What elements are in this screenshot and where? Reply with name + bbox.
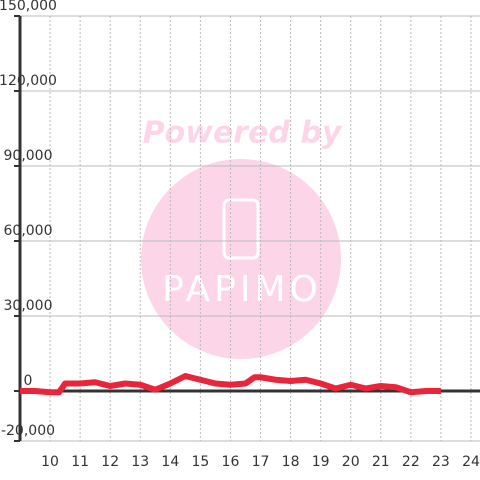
watermark-text: Powered by: [143, 116, 343, 151]
y-tick-label: 30,000: [4, 298, 53, 314]
x-tick-label: 23: [432, 454, 450, 470]
x-tick-label: 17: [252, 454, 270, 470]
x-tick-label: 24: [462, 454, 480, 470]
y-tick-label: 150,000: [0, 0, 57, 14]
x-tick-label: 16: [222, 454, 240, 470]
x-tick-label: 10: [41, 454, 59, 470]
watermark-logo: PAPIMO: [162, 269, 322, 310]
y-tick-label: -20,000: [1, 423, 55, 439]
watermark-icon: [222, 198, 260, 260]
x-tick-label: 12: [101, 454, 119, 470]
x-tick-label: 11: [71, 454, 89, 470]
y-tick-label: 60,000: [4, 223, 53, 239]
x-tick-label: 13: [131, 454, 149, 470]
y-tick-label: 90,000: [4, 148, 53, 164]
x-tick-label: 21: [372, 454, 390, 470]
data-line: [20, 373, 441, 396]
x-tick-label: 14: [161, 454, 179, 470]
x-tick-label: 20: [342, 454, 360, 470]
x-tick-label: 19: [312, 454, 330, 470]
x-tick-label: 18: [282, 454, 300, 470]
y-tick-label: 0: [24, 373, 33, 389]
x-tick-label: 15: [191, 454, 209, 470]
x-tick-label: 22: [402, 454, 420, 470]
y-tick-label: 120,000: [0, 73, 57, 89]
